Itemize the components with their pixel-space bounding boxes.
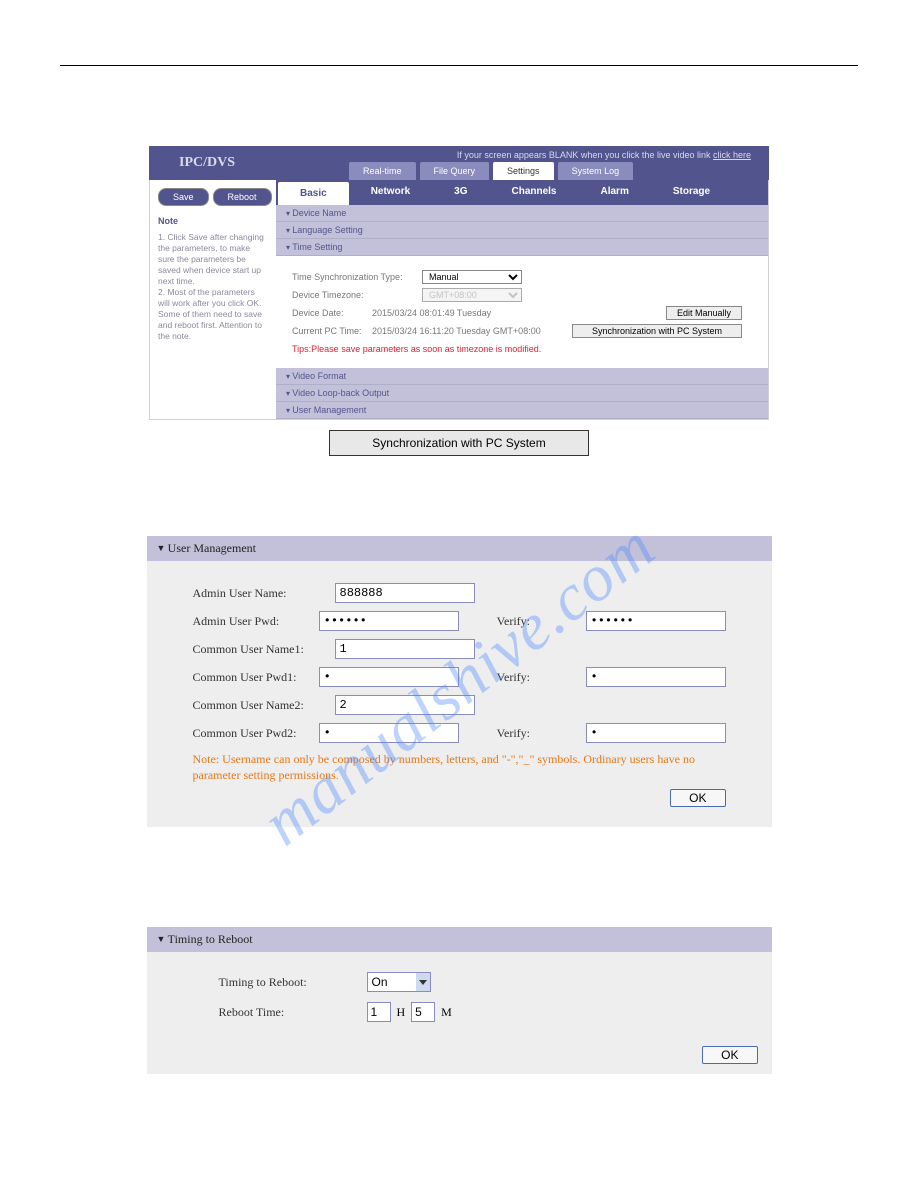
blank-help: If your screen appears BLANK when you cl…	[457, 149, 751, 161]
cu1-pwd-verify-input[interactable]	[586, 667, 726, 687]
sync-type-select[interactable]: Manual	[422, 270, 522, 284]
logo: IPC/DVS	[149, 146, 349, 180]
subtab-channels[interactable]: Channels	[489, 180, 578, 205]
sidebar-buttons: Save Reboot	[158, 188, 268, 206]
subtab-3g[interactable]: 3G	[432, 180, 489, 205]
sub-tabs: Basic Network 3G Channels Alarm Storage	[276, 180, 768, 205]
pc-time-label: Current PC Time:	[292, 326, 372, 336]
admin-name-input[interactable]	[335, 583, 475, 603]
acc-user-management[interactable]: User Management	[276, 402, 768, 419]
hour-unit: H	[397, 1005, 406, 1020]
admin-name-label: Admin User Name:	[193, 586, 335, 601]
admin-pwd-label: Admin User Pwd:	[193, 614, 319, 629]
tab-filequery[interactable]: File Query	[420, 162, 490, 180]
timing-reboot-body: Timing to Reboot: On Reboot Time: H M	[147, 952, 772, 1042]
min-unit: M	[441, 1005, 452, 1020]
cu2-pwd-verify-input[interactable]	[586, 723, 726, 743]
note-heading: Note	[158, 216, 268, 226]
cu2-pwd-input[interactable]	[319, 723, 459, 743]
sync-pc-button[interactable]: Synchronization with PC System	[572, 324, 742, 338]
tab-systemlog[interactable]: System Log	[558, 162, 634, 180]
user-management-body: Admin User Name: Admin User Pwd: Verify:…	[147, 561, 772, 827]
reboot-button[interactable]: Reboot	[213, 188, 272, 206]
timing-select[interactable]: On	[367, 972, 431, 992]
tips-text: Tips:Please save parameters as soon as t…	[292, 344, 752, 354]
timezone-label: Device Timezone:	[292, 290, 422, 300]
timing-reboot-panel: Timing to Reboot Timing to Reboot: On Re…	[147, 927, 772, 1074]
admin-pwd-verify-input[interactable]	[586, 611, 726, 631]
note-text: 1. Click Save after changing the paramet…	[158, 232, 268, 342]
subtab-storage[interactable]: Storage	[651, 180, 732, 205]
save-button[interactable]: Save	[158, 188, 209, 206]
blank-help-link[interactable]: click here	[713, 150, 751, 160]
user-ok-button[interactable]: OK	[670, 789, 725, 807]
app-header: IPC/DVS Real-time File Query Settings Sy…	[149, 146, 769, 180]
blank-help-text: If your screen appears BLANK when you cl…	[457, 150, 713, 160]
user-management-panel: User Management Admin User Name: Admin U…	[147, 536, 772, 827]
sync-pc-button-large[interactable]: Synchronization with PC System	[329, 430, 589, 456]
cu2-name-input[interactable]	[335, 695, 475, 715]
subtab-network[interactable]: Network	[349, 180, 432, 205]
reboot-time-label: Reboot Time:	[219, 1005, 367, 1020]
acc-time-setting[interactable]: Time Setting	[276, 239, 768, 256]
acc-device-name[interactable]: Device Name	[276, 205, 768, 222]
cu2-pwd-label: Common User Pwd2:	[193, 726, 319, 741]
username-note: Note: Username can only be composed by n…	[193, 751, 726, 783]
settings-screenshot: IPC/DVS Real-time File Query Settings Sy…	[149, 146, 769, 420]
cu2-name-label: Common User Name2:	[193, 698, 335, 713]
sync-type-label: Time Synchronization Type:	[292, 272, 422, 282]
edit-manually-button[interactable]: Edit Manually	[666, 306, 742, 320]
app-body: Save Reboot Note 1. Click Save after cha…	[149, 180, 769, 420]
cu1-pwd-label: Common User Pwd1:	[193, 670, 319, 685]
admin-pwd-verify-label: Verify:	[497, 614, 586, 629]
cu2-pwd-verify-label: Verify:	[497, 726, 586, 741]
device-date-value: 2015/03/24 08:01:49 Tuesday	[372, 308, 491, 318]
cu1-name-label: Common User Name1:	[193, 642, 335, 657]
time-setting-content: Time Synchronization Type: Manual Device…	[276, 256, 768, 368]
acc-video-format[interactable]: Video Format	[276, 368, 768, 385]
tab-settings[interactable]: Settings	[493, 162, 554, 180]
reboot-hour-input[interactable]	[367, 1002, 391, 1022]
timezone-select[interactable]: GMT+08:00	[422, 288, 522, 302]
main-content: Basic Network 3G Channels Alarm Storage …	[276, 180, 768, 419]
acc-video-loopback[interactable]: Video Loop-back Output	[276, 385, 768, 402]
sidebar: Save Reboot Note 1. Click Save after cha…	[150, 180, 276, 419]
subtab-alarm[interactable]: Alarm	[579, 180, 651, 205]
reboot-min-input[interactable]	[411, 1002, 435, 1022]
tab-realtime[interactable]: Real-time	[349, 162, 416, 180]
device-date-label: Device Date:	[292, 308, 372, 318]
cu1-pwd-verify-label: Verify:	[497, 670, 586, 685]
admin-pwd-input[interactable]	[319, 611, 459, 631]
cu1-pwd-input[interactable]	[319, 667, 459, 687]
pc-time-value: 2015/03/24 16:11:20 Tuesday GMT+08:00	[372, 326, 541, 336]
top-rule	[60, 65, 858, 66]
acc-language[interactable]: Language Setting	[276, 222, 768, 239]
timing-label: Timing to Reboot:	[219, 975, 367, 990]
subtab-basic[interactable]: Basic	[278, 182, 349, 205]
timing-reboot-header[interactable]: Timing to Reboot	[147, 927, 772, 952]
cu1-name-input[interactable]	[335, 639, 475, 659]
user-management-header[interactable]: User Management	[147, 536, 772, 561]
reboot-ok-button[interactable]: OK	[702, 1046, 757, 1064]
